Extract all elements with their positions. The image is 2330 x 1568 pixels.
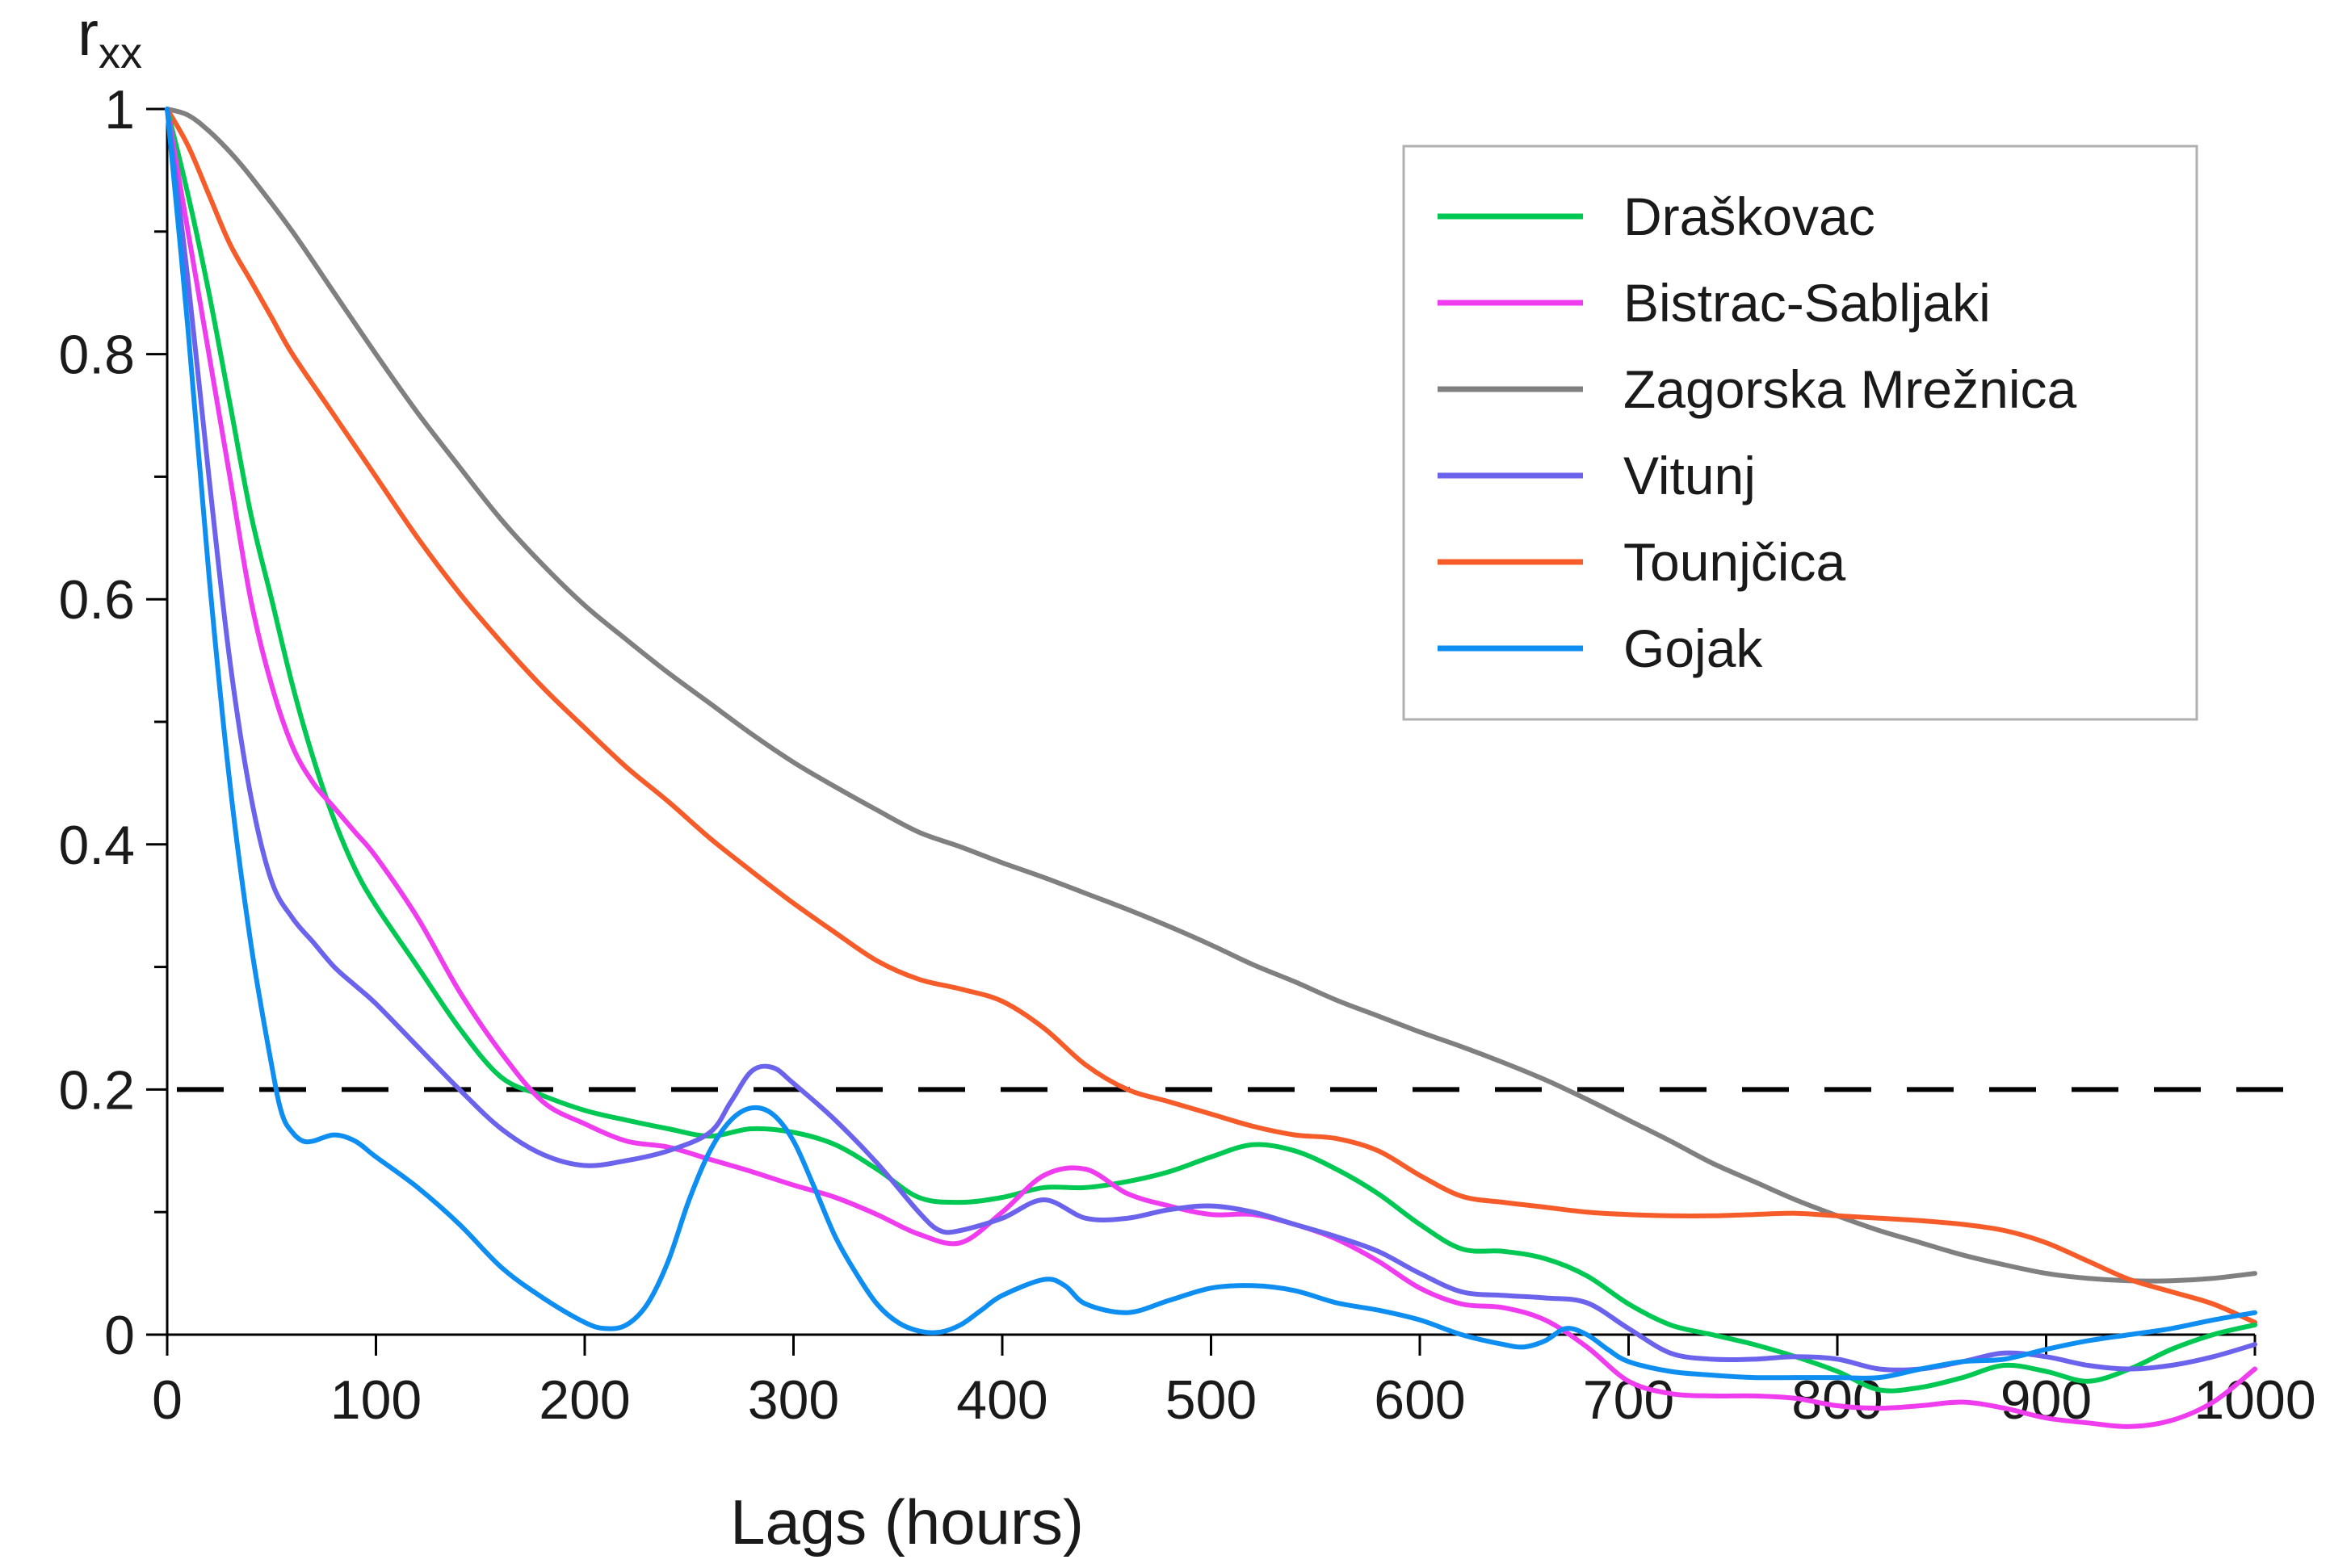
x-tick-label: 400 [956,1369,1047,1431]
series-line-gojak [165,107,2257,1381]
y-axis-title: rxx [78,0,142,78]
x-tick-label: 500 [1165,1369,1257,1431]
y-tick-label: 0 [104,1305,135,1366]
y-axis-title-main: r [78,0,99,69]
y-tick-label: 0.2 [58,1059,135,1121]
x-axis-title: Lags (hours) [730,1486,1084,1558]
ticks: 0 100 200 300 400 500 600 700 800 900 100000.20.40… [58,79,2315,1431]
x-tick-label: 0 [152,1369,183,1431]
legend: Draškovac Bistrac-Sabljaki Zagorska Mrežni… [1402,145,2198,721]
x-tick-label: 300 [748,1369,839,1431]
legend-box [1402,145,2198,721]
series-line-zagorska-mreznica [165,107,2257,1284]
x-tick-label: 200 [539,1369,630,1431]
series-line-bistrac-sabljaki [165,107,2257,1429]
legend-label-tounjcica: Tounjčica [1623,532,1845,592]
legend-label-bistrac-sabljaki: Bistrac-Sabljaki [1623,273,1991,333]
x-tick-label: 600 [1374,1369,1465,1431]
series-group [165,107,2257,1429]
x-tick-label: 100 [330,1369,422,1431]
y-tick-label: 1 [104,79,135,140]
y-tick-label: 0.6 [58,569,135,631]
y-tick-label: 0.8 [58,325,135,386]
legend-label-zagorska-mreznica: Zagorska Mrežnica [1623,359,2076,419]
legend-label-gojak: Gojak [1623,618,1763,678]
y-axis-title-sub: xx [99,29,142,78]
legend-label-vitunj: Vitunj [1623,446,1756,505]
series-line-tounjcica [165,107,2257,1325]
y-tick-label: 0.4 [58,815,135,876]
legend-label-draskovac: Draškovac [1623,187,1875,246]
series-line-vitunj [165,107,2257,1373]
